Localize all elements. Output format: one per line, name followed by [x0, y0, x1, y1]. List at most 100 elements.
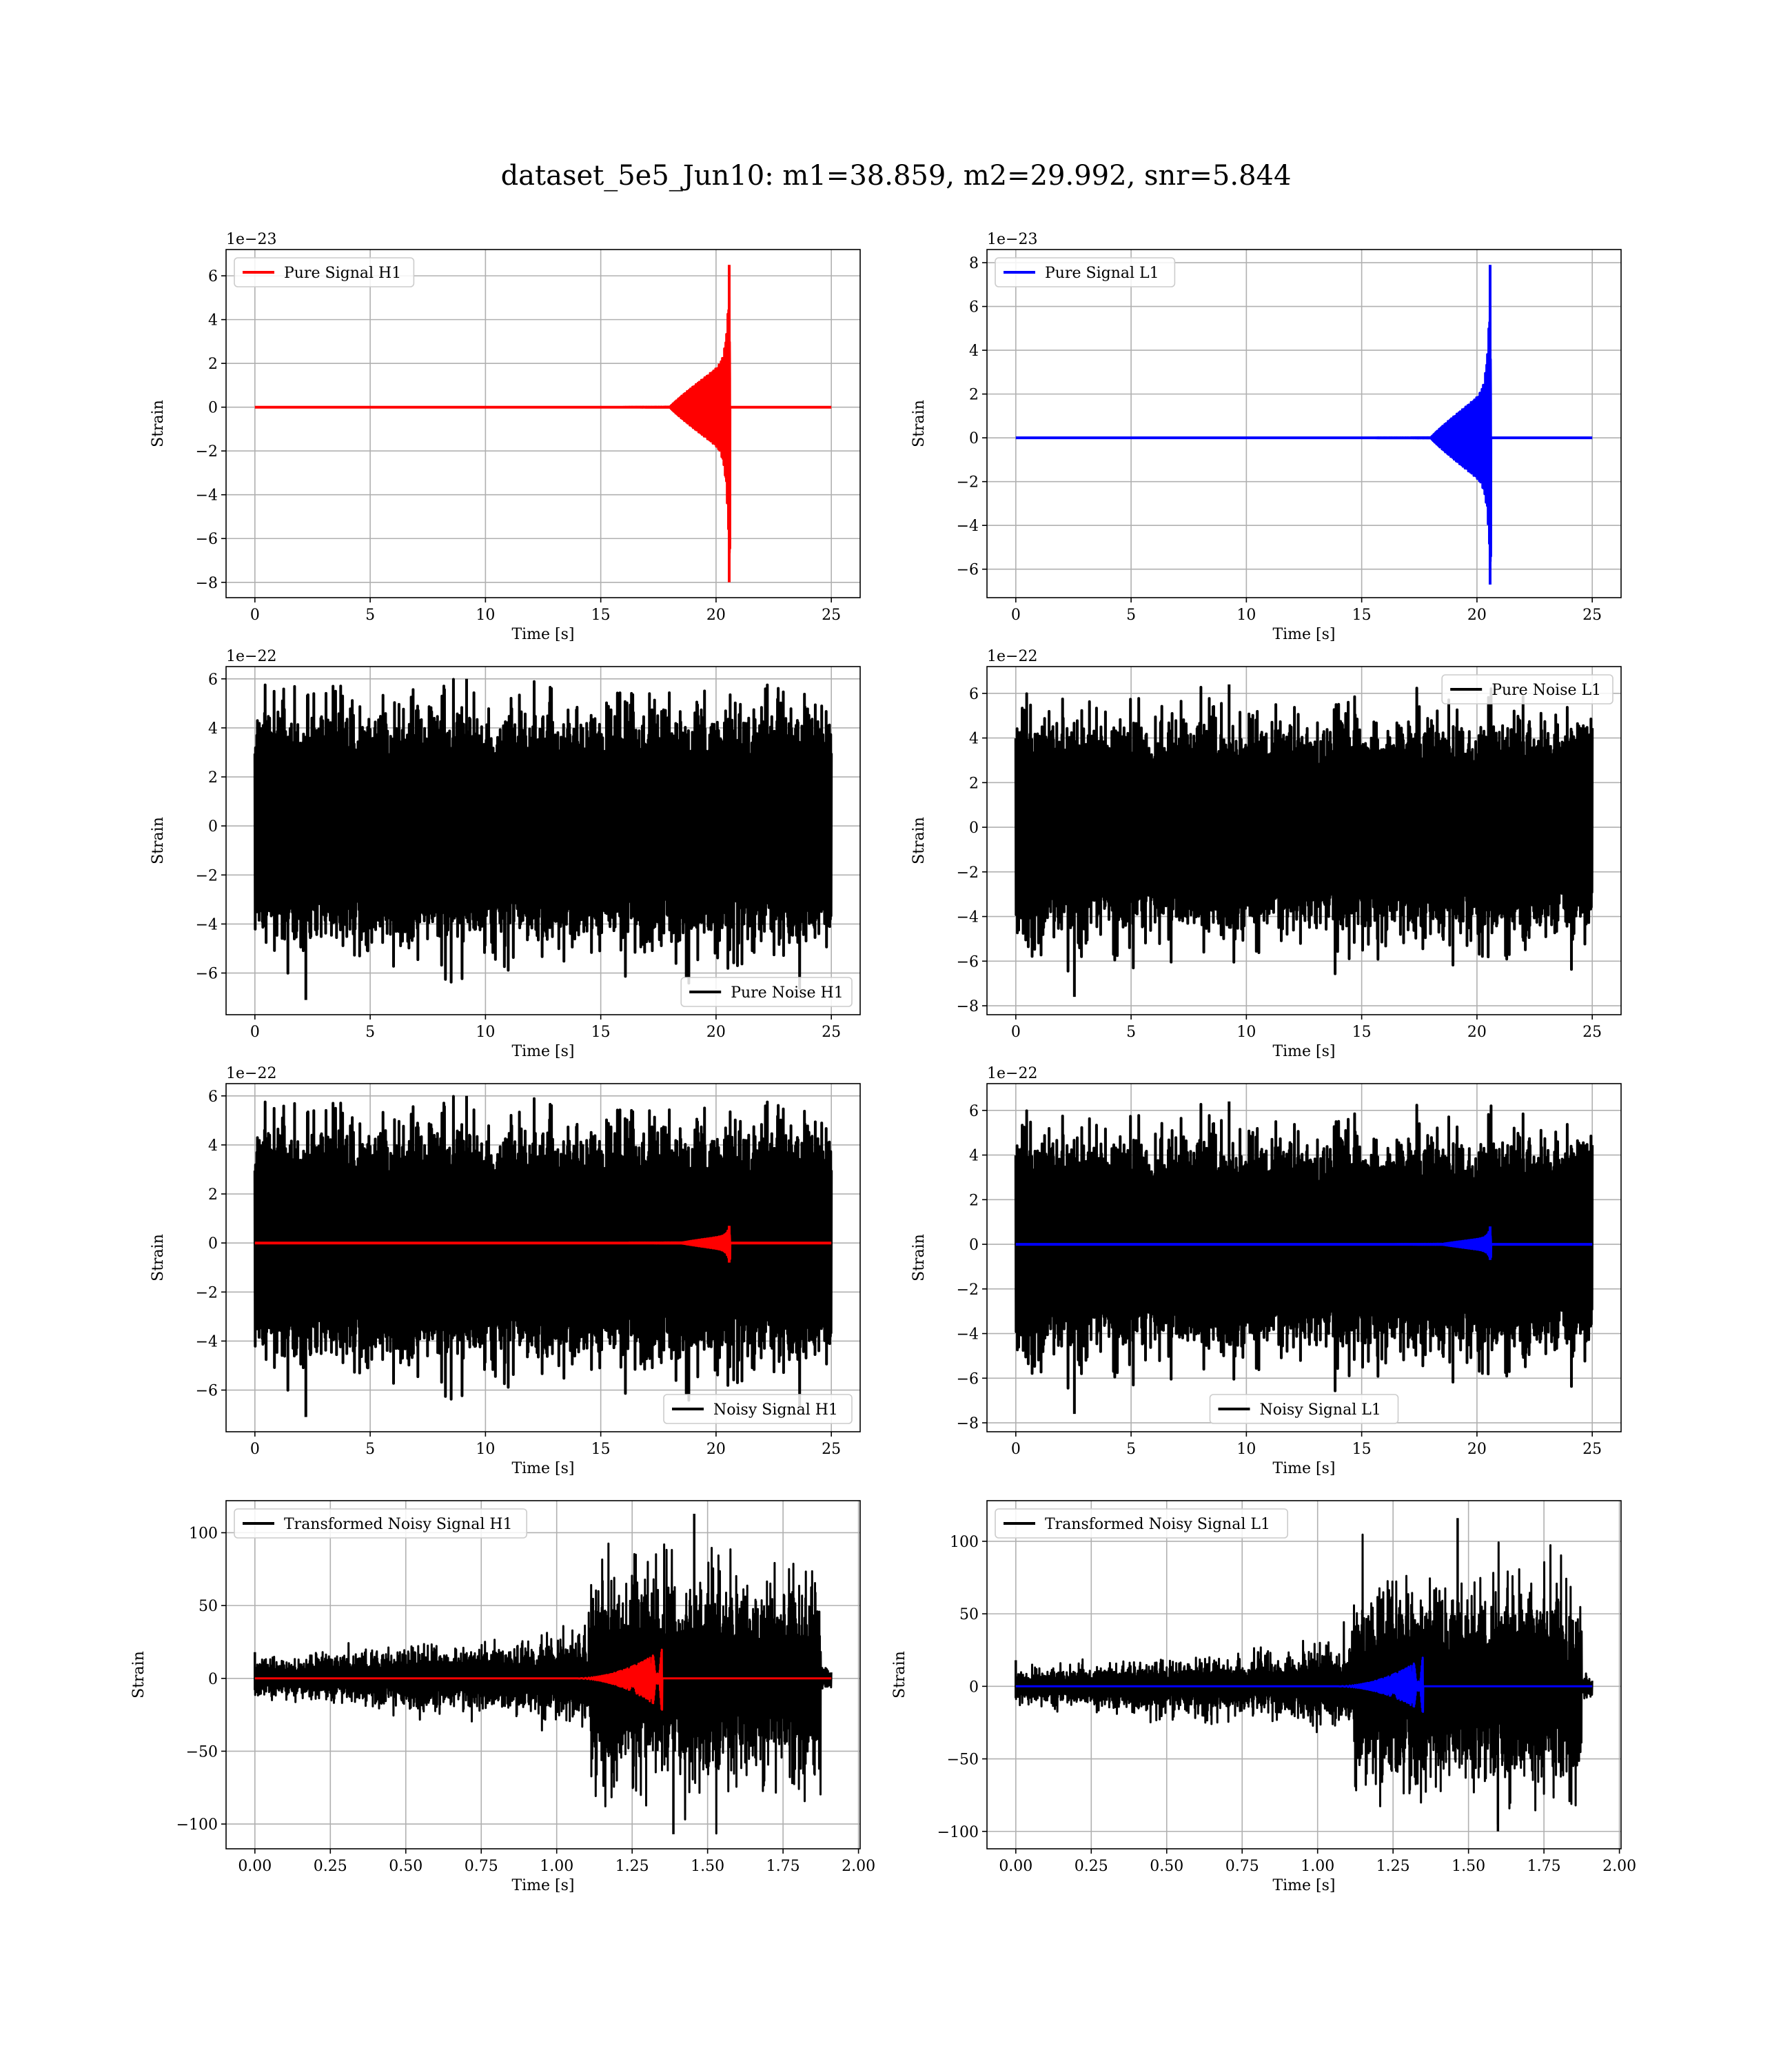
y-tick-label: 4 — [969, 731, 979, 748]
axes-frame — [225, 666, 861, 1015]
y-offset-label: 1e−22 — [987, 648, 1037, 665]
y-tick-label: 2 — [969, 387, 979, 404]
y-tick-label: −6 — [957, 562, 979, 579]
legend-label: Transformed Noisy Signal H1 — [284, 1516, 513, 1533]
legend-box — [234, 257, 415, 287]
x-tick-label: 10 — [476, 607, 495, 624]
x-tick-label: 15 — [591, 1441, 611, 1458]
legend: Pure Noise L1 — [1441, 674, 1613, 704]
y-tick-label: −6 — [196, 966, 218, 983]
x-tick-label: 0 — [1011, 1441, 1021, 1458]
legend-box — [663, 1394, 853, 1424]
x-tick-label: 25 — [1582, 1441, 1602, 1458]
x-tick-label: 1.75 — [1527, 1858, 1561, 1875]
legend-label: Pure Noise L1 — [1491, 682, 1601, 699]
y-tick-label: −2 — [196, 867, 218, 884]
x-tick-label: 5 — [1126, 1024, 1136, 1041]
x-tick-label: 0.50 — [1150, 1858, 1183, 1875]
y-tick-label: −4 — [957, 1326, 979, 1344]
y-tick-label: −8 — [196, 575, 218, 592]
y-offset-label: 1e−22 — [226, 1065, 276, 1082]
panel-transformed-noisy-signal-h1: 0.00 0.25 0.50 0.75 1.00 1.25 1.50 1.75 2.00 −100… — [130, 1500, 875, 1894]
legend: Noisy Signal L1 — [1209, 1394, 1399, 1424]
y-tick-label: 0 — [208, 400, 218, 417]
legend-label: Pure Signal L1 — [1045, 265, 1159, 282]
y-tick-label: 4 — [969, 1148, 979, 1165]
y-tick-label: 2 — [208, 769, 218, 787]
y-tick-label: −2 — [957, 1281, 979, 1299]
x-axis-label: Time [s] — [511, 1877, 574, 1894]
y-axis-label: Strain — [130, 1651, 147, 1699]
y-axis-label: Strain — [150, 400, 167, 447]
x-tick-label: 2.00 — [842, 1858, 875, 1875]
y-tick-label: 0 — [969, 1679, 979, 1696]
axes-frame — [986, 1083, 1622, 1432]
x-tick-label: 25 — [822, 1024, 841, 1041]
series-line-pure-signal-l1-0 — [1015, 305, 1594, 563]
x-tick-label: 0 — [250, 607, 260, 624]
series-line-pure-noise-l1-0 — [1014, 686, 1594, 975]
y-tick-label: 6 — [208, 671, 218, 689]
x-tick-label: 20 — [1467, 607, 1487, 624]
x-tick-label: 20 — [1467, 1441, 1487, 1458]
y-tick-label: 8 — [969, 255, 979, 272]
y-tick-label: 0 — [208, 1235, 218, 1253]
y-tick-label: −50 — [947, 1752, 979, 1769]
y-tick-label: 0 — [208, 818, 218, 835]
axes-frame — [225, 249, 861, 598]
y-tick-label: 6 — [208, 1088, 218, 1106]
y-offset-label: 1e−22 — [226, 648, 276, 665]
x-tick-label: 0.25 — [314, 1858, 347, 1875]
y-tick-label: −6 — [196, 531, 218, 548]
x-tick-label: 1.00 — [1301, 1858, 1334, 1875]
y-tick-label: −2 — [196, 1284, 218, 1301]
series-line-pure-noise-h1-0 — [253, 678, 833, 990]
panel-noisy-signal-h1: 0 5 10 15 20 25 −6 −4 −2 0 2 4 6 1e−22 Time [s] Strain N… — [150, 1065, 861, 1477]
legend-label: Pure Signal H1 — [284, 265, 401, 282]
y-axis-label: Strain — [150, 1234, 167, 1281]
x-tick-label: 20 — [706, 1441, 726, 1458]
x-tick-label: 1.25 — [1376, 1858, 1410, 1875]
y-tick-label: −2 — [196, 443, 218, 460]
axes-frame — [225, 1500, 861, 1849]
x-tick-label: 15 — [591, 607, 611, 624]
y-tick-label: −6 — [196, 1383, 218, 1400]
plot-area — [1015, 1518, 1594, 1832]
x-tick-label: 15 — [591, 1024, 611, 1041]
y-axis-label: Strain — [910, 400, 928, 447]
y-tick-label: −2 — [957, 864, 979, 882]
legend-label: Transformed Noisy Signal L1 — [1045, 1516, 1270, 1533]
y-tick-label: −8 — [957, 1415, 979, 1432]
y-tick-label: 100 — [950, 1534, 979, 1551]
x-tick-label: 15 — [1352, 1024, 1372, 1041]
legend-box — [1209, 1394, 1399, 1424]
y-axis-label: Strain — [891, 1651, 908, 1699]
y-tick-label: −2 — [957, 474, 979, 491]
axes-frame — [225, 1083, 861, 1432]
y-axis-label: Strain — [910, 817, 928, 864]
y-tick-label: 100 — [189, 1525, 218, 1542]
series-line-transformed-noisy-signal-l1-0 — [1015, 1533, 1594, 1825]
x-tick-label: 1.00 — [540, 1858, 573, 1875]
x-axis-label: Time [s] — [511, 1043, 574, 1060]
legend-label: Pure Noise H1 — [731, 984, 844, 1002]
x-tick-label: 25 — [1582, 1024, 1602, 1041]
y-tick-label: 50 — [959, 1606, 979, 1623]
x-tick-label: 10 — [476, 1024, 495, 1041]
panel-noisy-signal-l1: 0 5 10 15 20 25 −8 −6 −4 −2 0 2 4 6 1e−22 Time [s] Strai… — [910, 1065, 1622, 1477]
series-line-noisy-signal-h1-1 — [254, 1228, 833, 1261]
y-tick-label: −50 — [186, 1743, 218, 1761]
legend: Transformed Noisy Signal H1 — [234, 1508, 528, 1539]
y-tick-label: 2 — [208, 1186, 218, 1204]
series-line-transformed-noisy-signal-h1-0 — [254, 1542, 833, 1835]
y-tick-label: −8 — [957, 998, 979, 1015]
y-tick-label: −100 — [176, 1816, 218, 1834]
x-axis-label: Time [s] — [1272, 1043, 1335, 1060]
x-tick-label: 5 — [365, 1024, 375, 1041]
y-tick-label: 4 — [208, 720, 218, 738]
y-tick-label: −4 — [957, 518, 979, 535]
panel-pure-signal-h1: 0 5 10 15 20 25 −8 −6 −4 −2 0 2 4 6 1e−23 Time [s] Strai… — [150, 231, 861, 643]
x-tick-label: 20 — [1467, 1024, 1487, 1041]
plot-area — [1014, 684, 1594, 997]
y-offset-label: 1e−23 — [226, 231, 276, 248]
